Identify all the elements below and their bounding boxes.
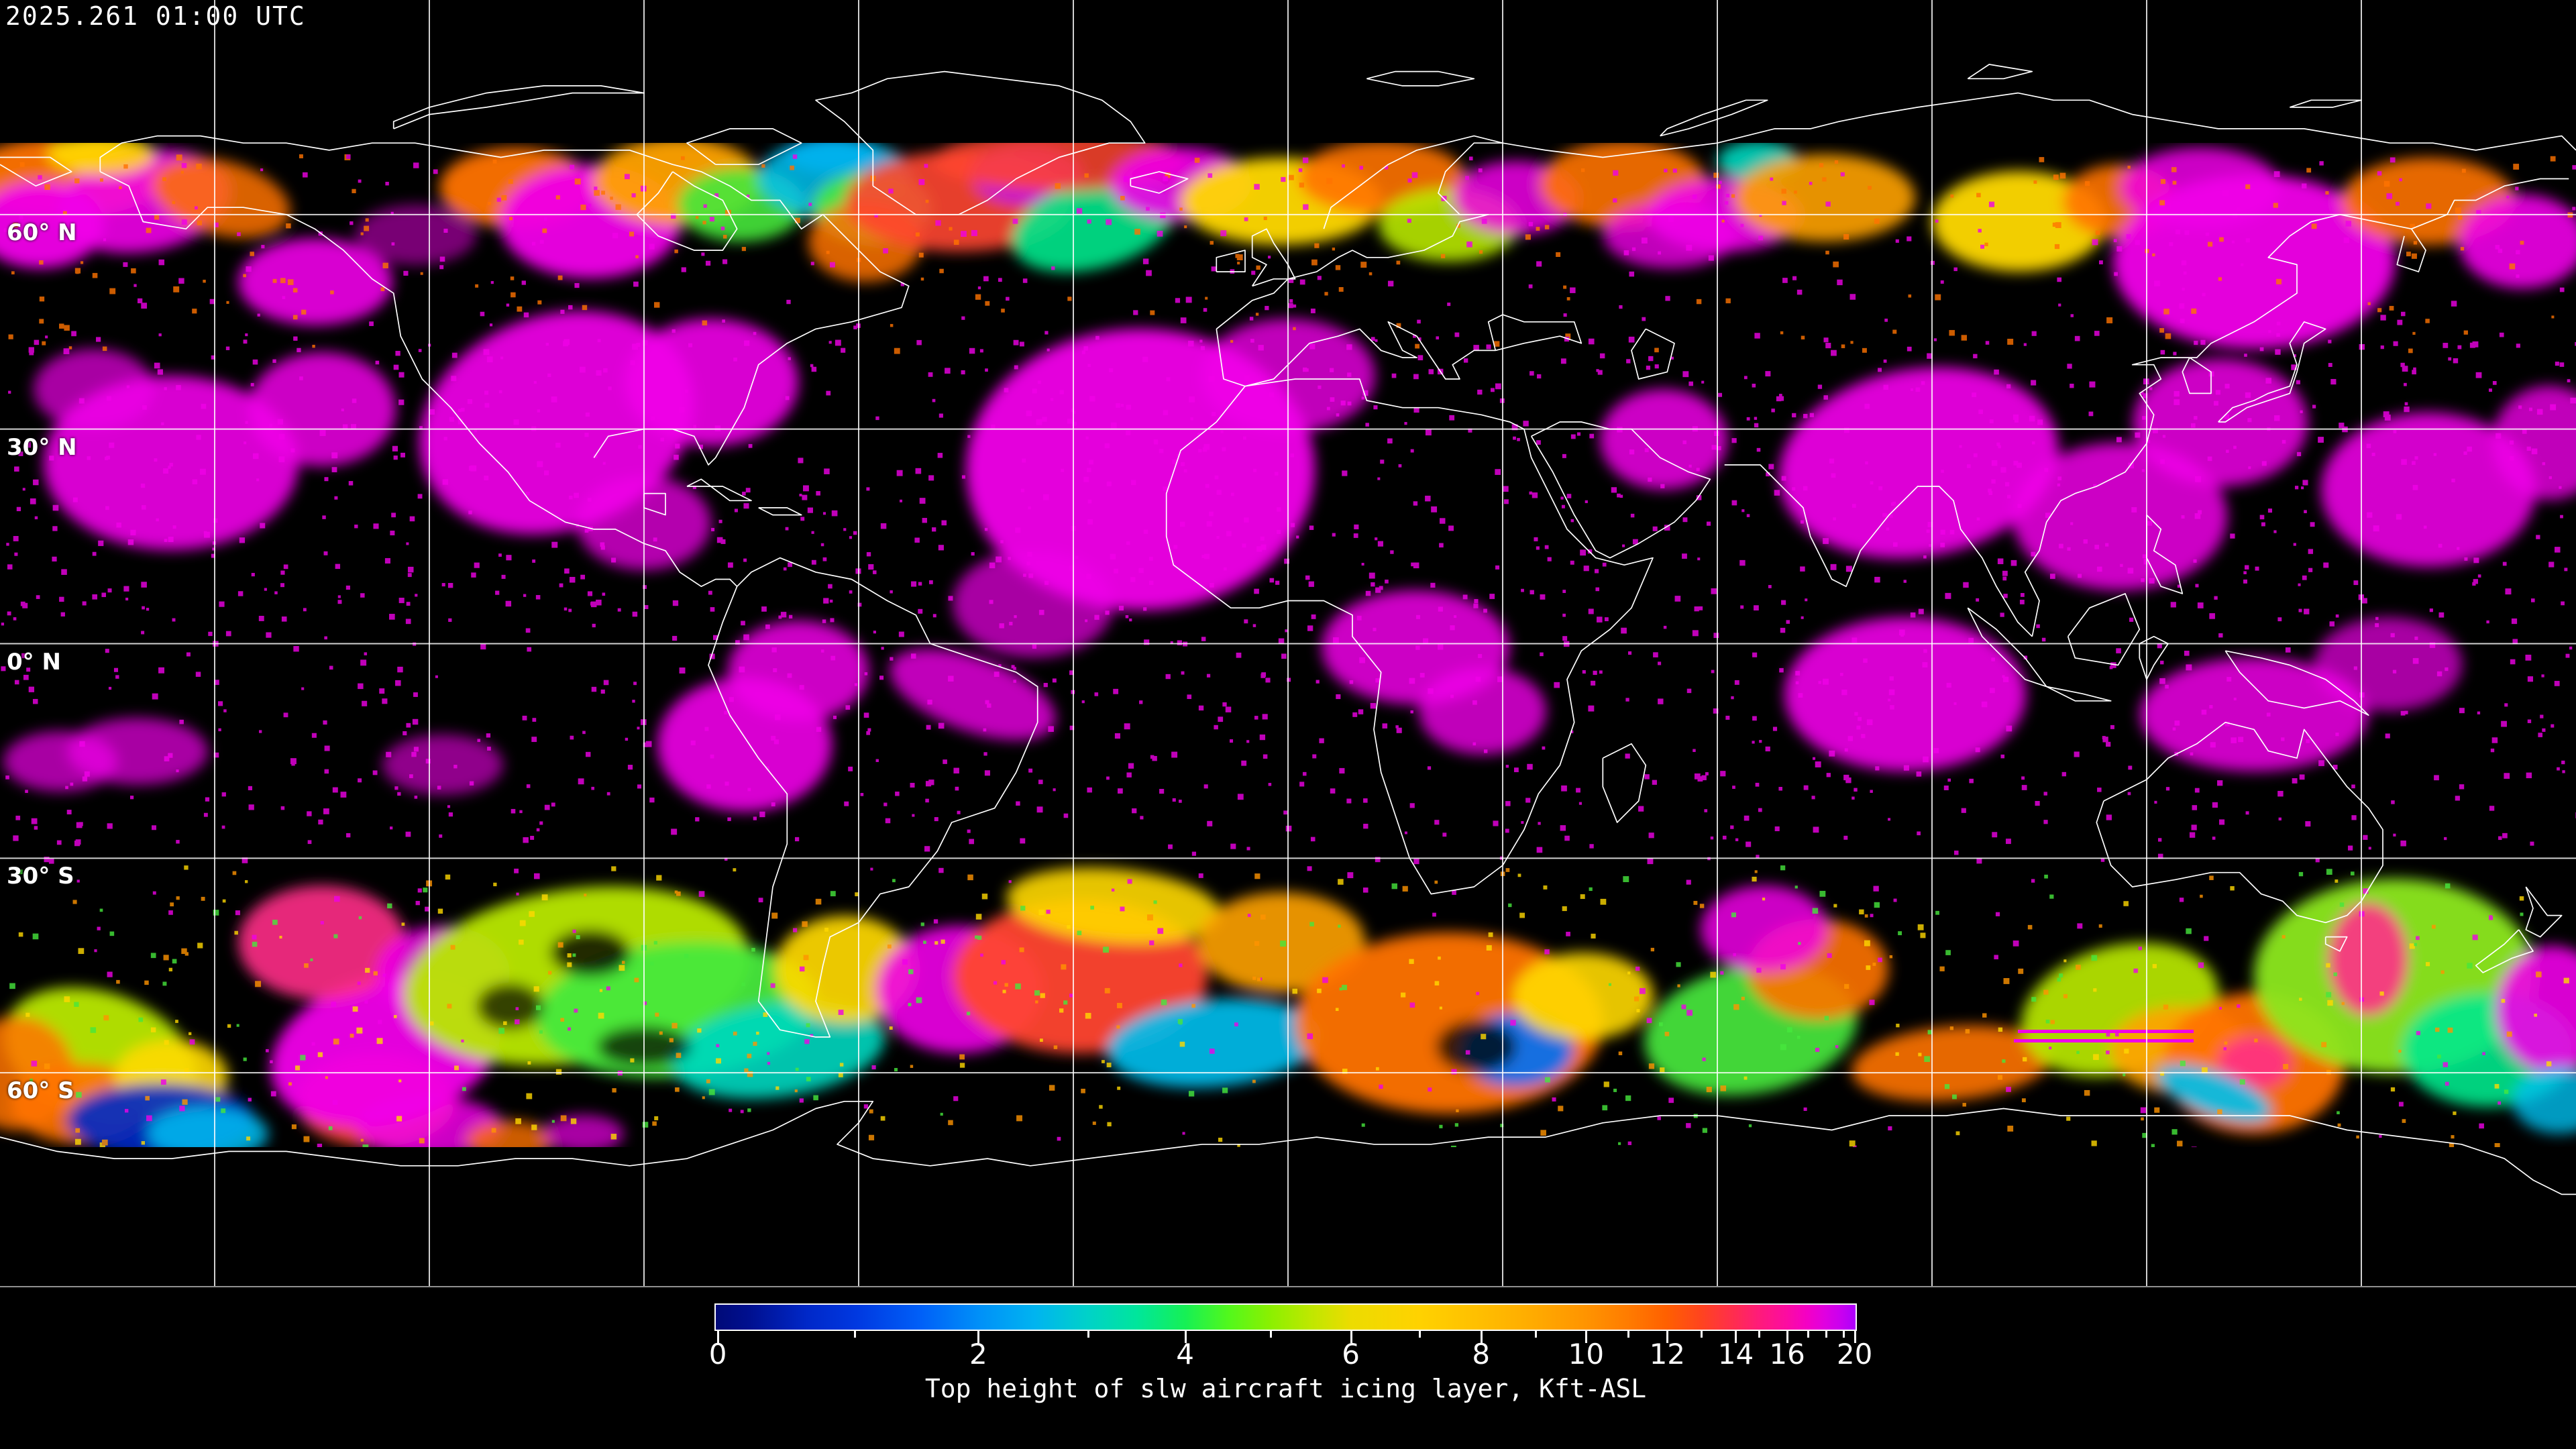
colorbar-tick xyxy=(1735,1331,1737,1343)
latitude-label: 0° N xyxy=(7,648,61,676)
speckle-layer xyxy=(1,154,2576,1147)
colorbar-tick xyxy=(717,1331,720,1343)
latitude-label: 60° S xyxy=(7,1077,74,1105)
colorbar-tick-label: 14 xyxy=(1717,1338,1754,1371)
colorbar-tick xyxy=(1087,1331,1089,1338)
colorbar-tick xyxy=(1585,1331,1588,1343)
latitude-label: 60° N xyxy=(7,219,77,246)
colorbar-caption: Top height of slw aircraft icing layer, … xyxy=(924,1374,1647,1403)
colorbar-tick xyxy=(854,1331,857,1338)
colorbar-tick xyxy=(1758,1331,1760,1338)
colorbar-tick-label: 0 xyxy=(708,1338,727,1371)
icing-data-layer xyxy=(0,143,2576,1147)
colorbar-tick xyxy=(1807,1331,1809,1338)
colorbar-tick-label: 8 xyxy=(1472,1338,1491,1371)
colorbar-tick-label: 4 xyxy=(1176,1338,1194,1371)
colorbar-tick xyxy=(1825,1331,1828,1338)
colorbar-tick xyxy=(1786,1331,1789,1343)
colorbar-tick-label: 10 xyxy=(1568,1338,1605,1371)
latitude-label: 30° S xyxy=(7,863,74,890)
colorbar-tick xyxy=(1350,1331,1352,1343)
latitude-label: 30° N xyxy=(7,433,77,461)
colorbar-tick-label: 6 xyxy=(1342,1338,1360,1371)
colorbar-tick xyxy=(1701,1331,1703,1338)
colorbar-tick xyxy=(1480,1331,1483,1343)
colorbar-tick xyxy=(977,1331,980,1343)
colorbar-tick xyxy=(1418,1331,1421,1338)
colorbar-tick xyxy=(1627,1331,1630,1338)
colorbar-tick-label: 16 xyxy=(1769,1338,1805,1371)
colorbar-tick-label: 20 xyxy=(1836,1338,1873,1371)
colorbar-tick xyxy=(1842,1331,1845,1338)
colorbar-tick xyxy=(1854,1331,1856,1343)
colorbar-tick xyxy=(1535,1331,1538,1338)
colorbar-tick-label: 2 xyxy=(969,1338,987,1371)
colorbar-tick xyxy=(1184,1331,1187,1343)
graticule xyxy=(0,0,2576,1287)
timestamp-label: 2025.261 01:00 UTC xyxy=(5,1,306,31)
colorbar-tick xyxy=(1270,1331,1273,1338)
colorbar-tick-label: 12 xyxy=(1649,1338,1686,1371)
world-map xyxy=(0,0,2576,1287)
colorbar-gradient xyxy=(714,1303,1857,1331)
colorbar-tick xyxy=(1666,1331,1669,1343)
